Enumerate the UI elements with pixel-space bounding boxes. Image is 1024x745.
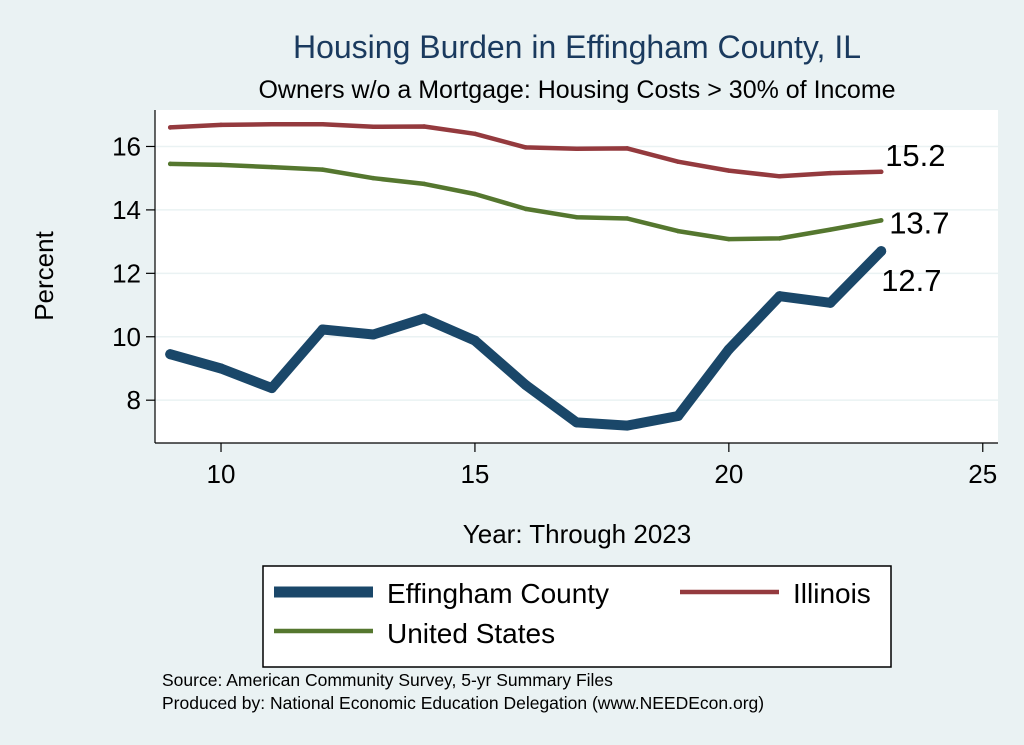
data-point-illinois bbox=[828, 170, 833, 176]
data-point-effingham-county bbox=[774, 291, 785, 302]
end-label-united-states: 13.7 bbox=[889, 205, 949, 240]
x-tick-label: 10 bbox=[207, 459, 236, 489]
data-point-illinois bbox=[726, 168, 732, 173]
data-point-illinois bbox=[472, 131, 478, 137]
x-axis-title: Year: Through 2023 bbox=[463, 519, 691, 549]
legend-item-united-states: United States bbox=[274, 618, 555, 649]
data-point-effingham-county bbox=[419, 313, 430, 324]
data-point-illinois bbox=[777, 174, 782, 179]
data-point-united-states bbox=[625, 216, 630, 221]
data-point-united-states bbox=[726, 236, 732, 242]
data-point-illinois bbox=[269, 122, 275, 127]
data-point-united-states bbox=[675, 228, 681, 234]
series-layer: 15.2 13.7 12.7 bbox=[165, 122, 950, 431]
legend-box bbox=[262, 565, 892, 668]
legend-label-united-states: United States bbox=[387, 618, 555, 649]
produced-by-note: Produced by: National Economic Education… bbox=[162, 693, 764, 713]
data-point-effingham-county bbox=[165, 349, 176, 360]
data-point-united-states bbox=[371, 175, 376, 181]
data-point-effingham-county bbox=[723, 344, 734, 355]
data-point-effingham-county bbox=[825, 297, 836, 308]
data-point-effingham-county bbox=[520, 379, 531, 390]
data-point-united-states bbox=[777, 236, 782, 241]
data-point-united-states bbox=[472, 191, 478, 197]
data-point-united-states bbox=[421, 181, 427, 187]
source-note: Source: American Community Survey, 5-yr … bbox=[162, 670, 613, 690]
data-point-effingham-county bbox=[317, 324, 328, 335]
y-tick-label: 14 bbox=[112, 195, 141, 225]
data-point-effingham-county bbox=[673, 411, 684, 422]
plot-area bbox=[155, 110, 998, 443]
data-point-illinois bbox=[625, 146, 630, 151]
data-point-illinois bbox=[371, 124, 376, 130]
data-point-united-states bbox=[167, 161, 173, 167]
chart-title: Housing Burden in Effingham County, IL bbox=[293, 29, 861, 65]
data-point-united-states bbox=[523, 206, 528, 212]
data-point-united-states bbox=[218, 162, 224, 168]
chart-subtitle: Owners w/o a Mortgage: Housing Costs > 3… bbox=[258, 76, 895, 104]
data-point-illinois bbox=[574, 146, 579, 151]
x-tick-label: 15 bbox=[460, 459, 489, 489]
data-point-united-states bbox=[828, 227, 833, 232]
data-point-united-states bbox=[269, 164, 275, 170]
data-point-illinois bbox=[675, 159, 681, 164]
data-point-illinois bbox=[320, 122, 325, 127]
data-point-illinois bbox=[523, 145, 528, 150]
data-point-united-states bbox=[574, 214, 579, 220]
y-axis-title: Percent bbox=[29, 230, 59, 320]
data-point-effingham-county bbox=[266, 383, 277, 394]
data-point-united-states bbox=[320, 167, 325, 172]
tick-layer: 8 10 12 14 16 10 15 20 25 bbox=[112, 131, 997, 489]
data-point-effingham-county bbox=[368, 329, 379, 340]
legend-item-illinois: Illinois bbox=[680, 578, 871, 609]
y-tick-label: 8 bbox=[127, 385, 141, 415]
data-point-illinois bbox=[421, 124, 427, 129]
y-tick-label: 16 bbox=[112, 131, 141, 161]
x-tick-label: 20 bbox=[714, 459, 743, 489]
legend-item-effingham: Effingham County bbox=[274, 578, 609, 609]
data-point-effingham-county bbox=[216, 363, 227, 374]
data-point-effingham-county bbox=[622, 420, 633, 431]
data-point-illinois bbox=[167, 125, 173, 130]
legend-label-illinois: Illinois bbox=[793, 578, 871, 609]
data-point-effingham-county bbox=[469, 335, 480, 346]
y-tick-label: 12 bbox=[112, 258, 141, 288]
end-label-effingham-county: 12.7 bbox=[881, 263, 941, 298]
end-label-illinois: 15.2 bbox=[885, 138, 945, 173]
data-point-illinois bbox=[218, 122, 224, 128]
x-tick-label: 25 bbox=[968, 459, 997, 489]
data-point-united-states bbox=[878, 218, 884, 223]
data-point-illinois bbox=[878, 169, 884, 175]
data-point-effingham-county bbox=[571, 417, 582, 428]
data-point-effingham-county bbox=[876, 246, 887, 257]
y-tick-label: 10 bbox=[112, 322, 141, 352]
legend-label-effingham: Effingham County bbox=[387, 578, 609, 609]
